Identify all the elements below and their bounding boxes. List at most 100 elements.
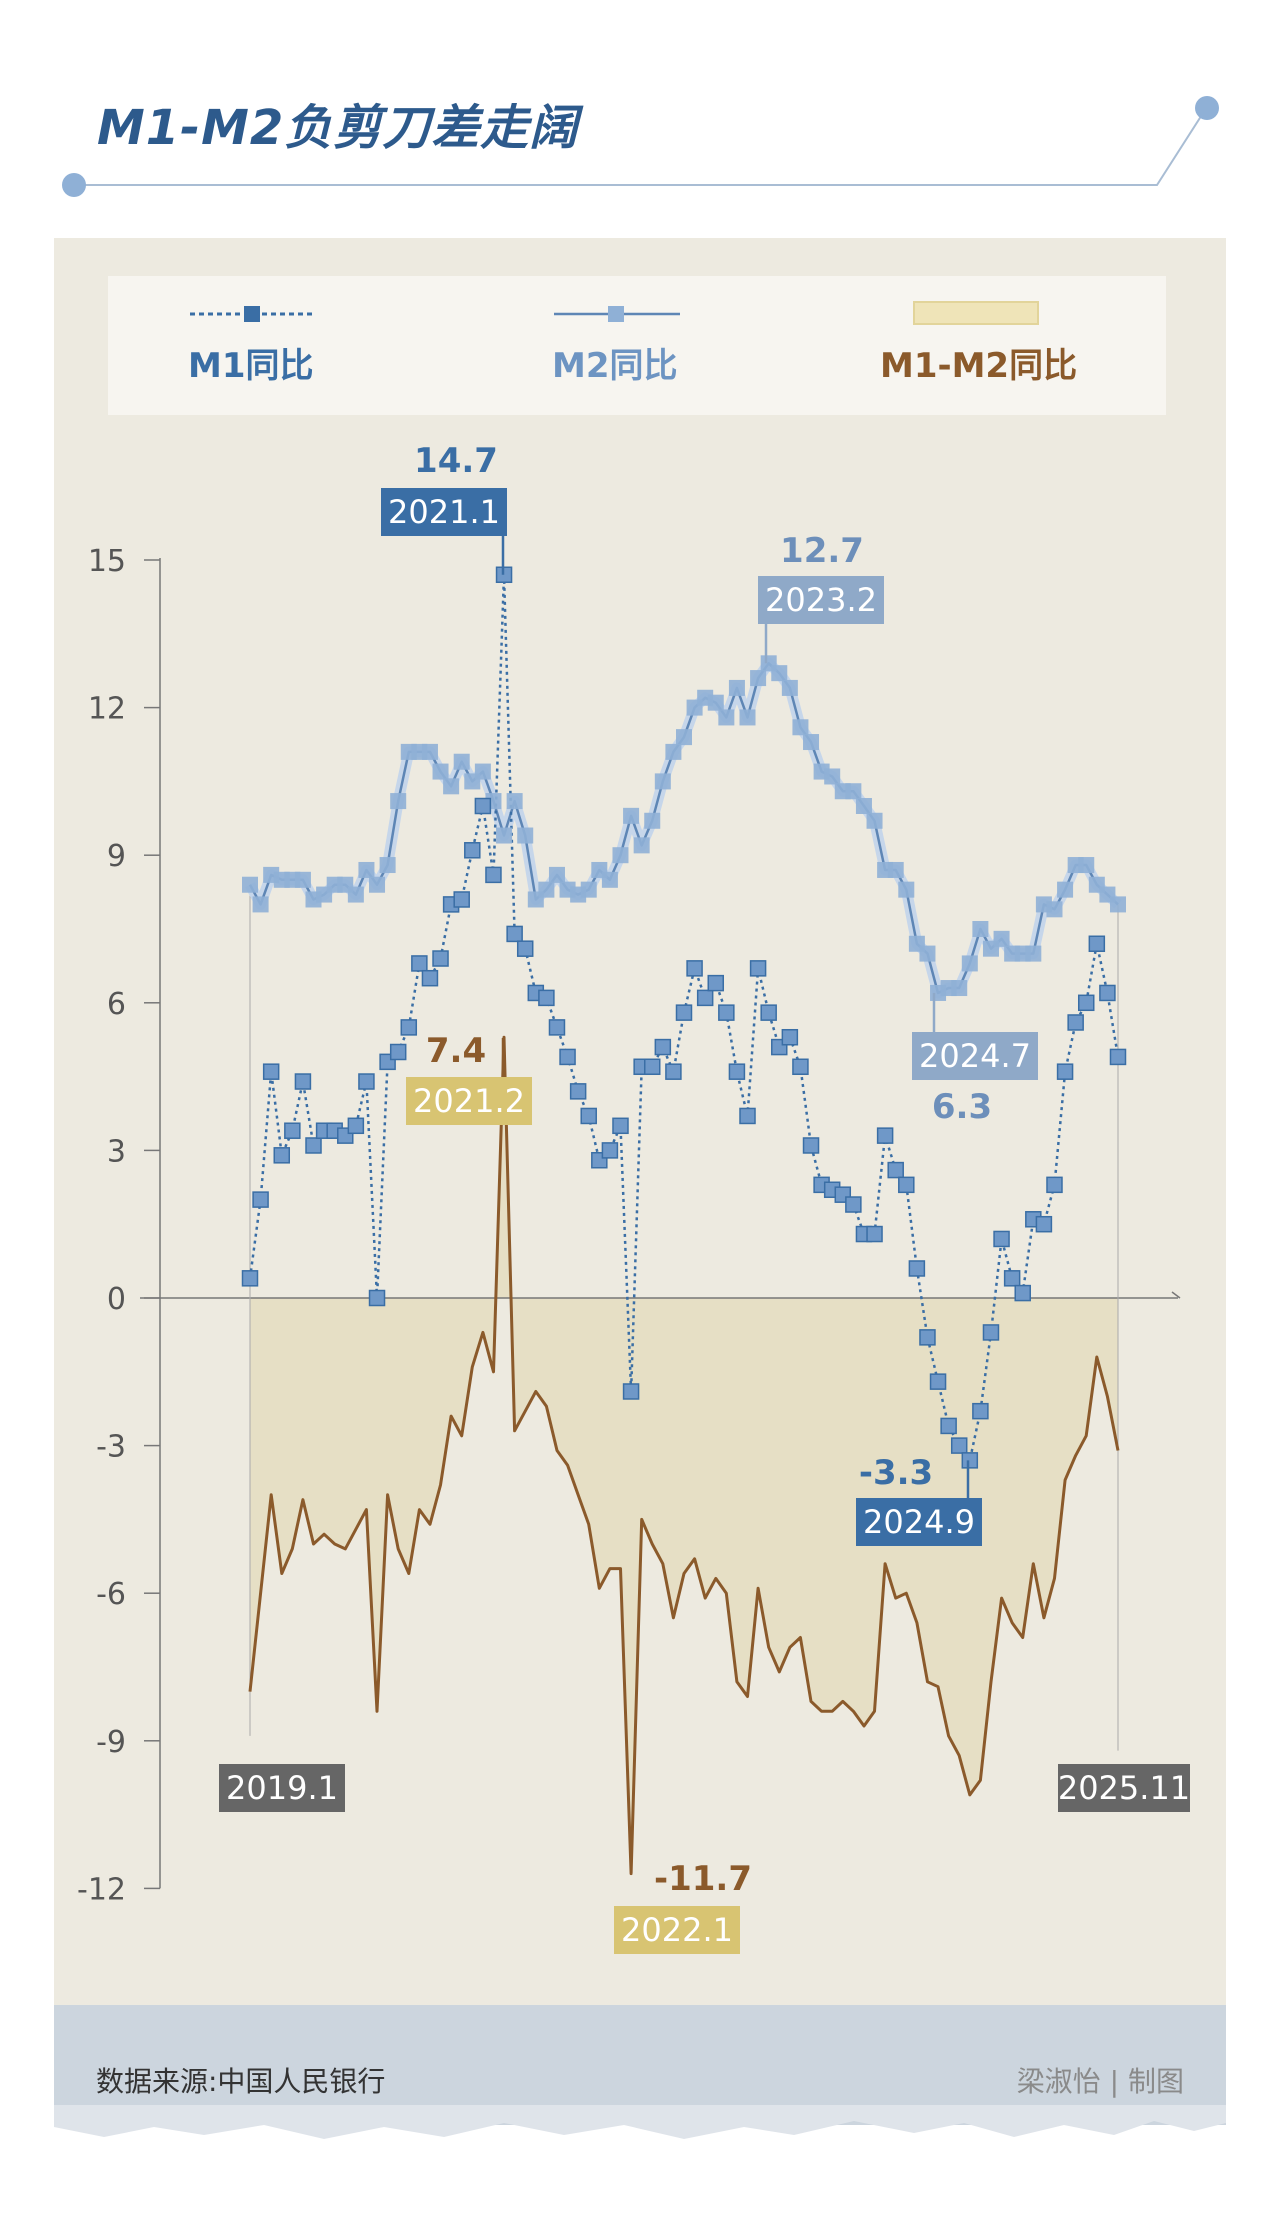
m1-point: [294, 1073, 312, 1090]
m2-point: [993, 930, 1010, 947]
ann-diff-peak: 2021.2 7.4: [406, 1031, 532, 1125]
m2-point: [548, 866, 565, 883]
ann-diff-low: 2022.1 -11.7: [614, 1859, 752, 1954]
m2-point: [252, 896, 269, 913]
ann-diff-low-date-box: [614, 1906, 740, 1954]
m1-point: [1014, 1284, 1031, 1302]
m2-point: [644, 812, 661, 829]
title-decoration: [62, 96, 1219, 197]
y-tick-label: 3: [107, 1134, 126, 1169]
m2-point: [919, 945, 936, 962]
start-date-label: 2019.1: [226, 1769, 338, 1807]
m2-point: [676, 729, 692, 746]
torn-edge-decoration: [54, 2105, 1226, 2139]
ann-diff-low-value: -11.7: [654, 1859, 752, 1899]
m1-point: [950, 1437, 968, 1454]
m1-point: [929, 1373, 947, 1390]
end-date-box: [1058, 1764, 1190, 1812]
m1-point: [421, 969, 439, 987]
m2-point: [781, 679, 798, 696]
legend-label-m1: M1同比: [188, 346, 314, 386]
m1-point: [601, 1142, 619, 1159]
m1-point: [686, 960, 703, 977]
y-tick-label: -3: [96, 1430, 126, 1465]
m2-point: [474, 763, 491, 780]
y-tick-label: 0: [107, 1282, 126, 1317]
m1-point: [866, 1225, 883, 1243]
ann-m2-low-date-box: [912, 1032, 1038, 1080]
m1-point: [1056, 1063, 1074, 1080]
ann-diff-peak-date: 2021.2: [413, 1082, 525, 1120]
m2-point: [358, 861, 375, 878]
y-tick-label: 15: [88, 544, 126, 579]
chart-credit: 梁淑怡 | 制图: [1016, 2065, 1184, 2098]
ann-m1-low-date-box: [856, 1498, 982, 1546]
m2-point: [390, 793, 407, 810]
legend-label-diff: M1-M2同比: [880, 346, 1078, 386]
m2-line-swatch: [554, 306, 680, 322]
m1-point: [940, 1417, 957, 1435]
m1-point: [792, 1058, 809, 1076]
m1-point: [707, 974, 725, 992]
m2-point: [421, 743, 438, 760]
y-tick-label: 9: [107, 839, 126, 874]
m1-point: [802, 1137, 820, 1154]
y-tick-label: -9: [96, 1725, 126, 1760]
m1-point: [400, 1019, 418, 1036]
m1-point: [982, 1324, 1000, 1341]
ann-diff-peak-date-box: [406, 1077, 532, 1125]
ann-m2-peak-date: 2023.2: [765, 581, 877, 619]
m1-point: [1109, 1048, 1127, 1066]
y-tick-label: 6: [107, 987, 126, 1022]
m1-point: [643, 1058, 661, 1076]
m2-point: [824, 768, 841, 785]
m1-point: [559, 1048, 576, 1066]
legend-label-m2: M2同比: [552, 346, 678, 386]
page-title: M1-M2负剪刀差走阔: [97, 100, 579, 156]
m1-point: [347, 1117, 365, 1135]
ann-m1-low-value: -3.3: [859, 1453, 933, 1493]
x-axis-arrow: [1171, 1291, 1181, 1299]
y-tick-label: -12: [77, 1872, 126, 1907]
m1-point: [739, 1107, 756, 1125]
m1-point: [972, 1402, 989, 1420]
ann-diff-low-date: 2022.1: [621, 1911, 733, 1949]
m1-point: [284, 1122, 301, 1139]
m1-point: [1046, 1176, 1063, 1194]
m2-point: [739, 709, 756, 726]
m1-point: [506, 925, 523, 943]
m1-point: [876, 1127, 894, 1144]
m1-point: [411, 955, 428, 972]
m1-point: [728, 1063, 746, 1080]
m2-point: [898, 881, 915, 898]
m2-point: [728, 679, 745, 696]
legend-item-diff: M1-M2同比: [880, 276, 1120, 415]
m2-point: [750, 670, 767, 687]
m1-point: [262, 1063, 280, 1080]
ann-m1-low-date: 2024.9: [863, 1503, 975, 1541]
m2-point: [654, 773, 671, 790]
m1-point: [241, 1270, 259, 1287]
m2-point: [538, 881, 555, 898]
diff-area: [250, 1037, 1118, 1874]
ann-m1-low: 2024.9 -3.3: [856, 1453, 982, 1546]
m2-point: [855, 798, 872, 814]
m1-point: [474, 797, 492, 815]
m2-point: [294, 871, 311, 888]
m1-point: [665, 1063, 682, 1080]
legend-item-m1: M1同比: [188, 276, 348, 415]
legend-item-m2: M2同比: [552, 276, 712, 415]
diff-area-swatch: [913, 301, 1039, 325]
m2-point: [803, 734, 820, 751]
m2-point: [771, 665, 788, 682]
data-source: 数据来源:中国人民银行: [96, 2065, 386, 2098]
m1-point: [1088, 935, 1106, 953]
m1-line-swatch: [190, 306, 316, 322]
m1-point: [919, 1329, 936, 1346]
m2-point: [242, 876, 258, 893]
start-date-box: [219, 1764, 345, 1812]
diff-area-layer: [250, 1037, 1118, 1874]
m1-point: [760, 1004, 777, 1021]
y-tick-label: -6: [96, 1577, 126, 1612]
